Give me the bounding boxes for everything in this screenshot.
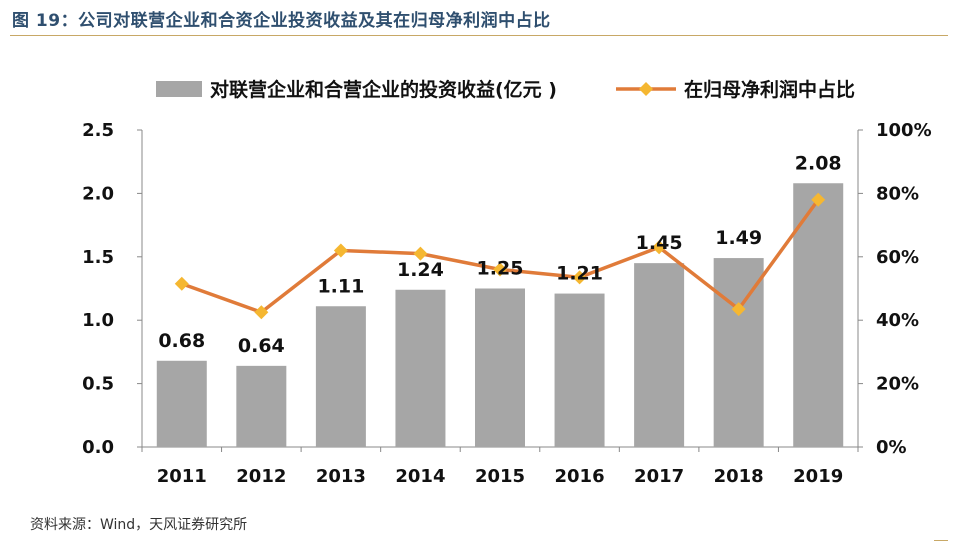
bar — [315, 306, 366, 447]
left-tick-label: 0.0 — [82, 437, 114, 458]
line-point — [731, 302, 746, 317]
line-point — [493, 262, 507, 277]
x-tick-label: 2014 — [395, 466, 445, 487]
title-divider — [10, 35, 948, 36]
right-tick-label: 20% — [876, 374, 919, 395]
left-tick-label: 2.0 — [82, 183, 114, 204]
right-tick-label: 40% — [876, 310, 919, 331]
left-tick-label: 2.5 — [82, 120, 114, 141]
bar — [395, 289, 446, 447]
x-tick-label: 2018 — [714, 466, 764, 487]
bar — [156, 360, 207, 447]
right-tick-label: 100% — [876, 120, 932, 141]
x-tick-label: 2016 — [555, 466, 605, 487]
legend-label-line: 在归母净利润中占比 — [684, 78, 855, 101]
bar-data-label: 2.08 — [795, 152, 842, 174]
right-tick-label: 0% — [876, 437, 907, 458]
line-point — [652, 240, 667, 255]
bar — [713, 258, 764, 447]
right-tick-label: 60% — [876, 247, 919, 268]
bar-data-label: 1.11 — [317, 275, 364, 297]
left-tick-label: 0.5 — [82, 374, 114, 395]
figure-title: 图 19：公司对联营企业和合资企业投资收益及其在归母净利润中占比 — [12, 11, 551, 31]
line-point — [413, 246, 428, 261]
bar — [634, 263, 685, 447]
bar-data-label: 1.45 — [636, 232, 683, 254]
x-tick-label: 2019 — [793, 466, 843, 487]
bottom-divider — [934, 540, 948, 541]
bar — [236, 365, 287, 447]
bar — [475, 288, 525, 447]
bar-data-label: 1.21 — [556, 263, 603, 285]
line-point — [254, 305, 269, 320]
left-tick-label: 1.5 — [82, 247, 114, 268]
x-tick-label: 2017 — [634, 466, 684, 487]
bar — [793, 183, 844, 448]
legend-label-bar: 对联营企业和合营企业的投资收益(亿元 ) — [210, 78, 557, 101]
line-point — [811, 192, 826, 207]
bar-data-label: 1.25 — [477, 258, 524, 280]
x-tick-label: 2012 — [236, 466, 286, 487]
legend-swatch-marker — [639, 82, 653, 96]
bar-data-label: 1.24 — [397, 259, 444, 281]
bar-data-label: 1.49 — [715, 227, 762, 249]
line-point — [174, 276, 189, 291]
x-tick-label: 2013 — [316, 466, 366, 487]
x-tick-label: 2011 — [157, 466, 207, 487]
legend-swatch-bar — [156, 81, 202, 97]
line-point — [572, 270, 587, 285]
line-point — [333, 243, 348, 258]
x-tick-label: 2015 — [475, 466, 525, 487]
bar — [554, 293, 605, 447]
right-tick-label: 80% — [876, 183, 919, 204]
bar-data-label: 0.68 — [158, 330, 205, 352]
left-tick-label: 1.0 — [82, 310, 114, 331]
source-note: 资料来源：Wind，天风证券研究所 — [30, 517, 248, 533]
bar-data-label: 0.64 — [238, 335, 285, 357]
